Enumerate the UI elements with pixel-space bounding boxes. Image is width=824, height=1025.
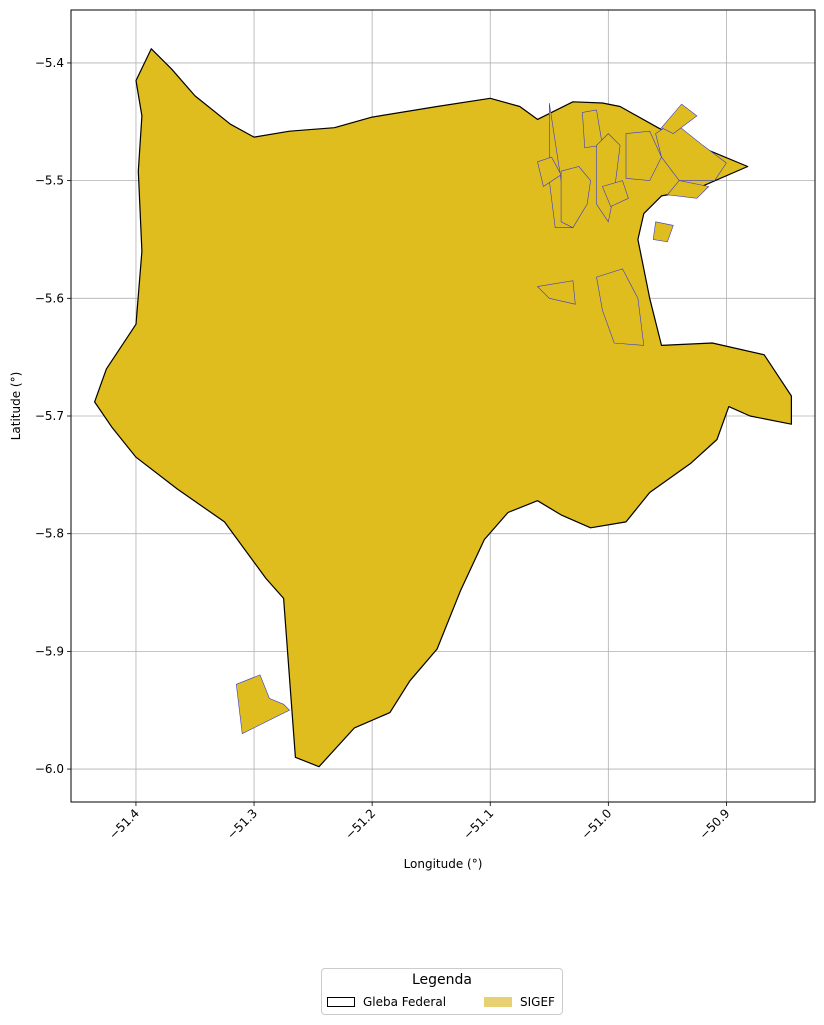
sigef-parcel xyxy=(235,674,291,735)
y-tick-label: −5.6 xyxy=(35,291,64,305)
legend-label-sigef: SIGEF xyxy=(520,995,555,1009)
x-tick-label: −51.3 xyxy=(224,806,260,842)
legend-item-sigef: SIGEF xyxy=(484,995,555,1009)
y-tick-label: −5.7 xyxy=(35,409,64,423)
sigef-parcel xyxy=(560,166,591,229)
y-tick-label: −5.8 xyxy=(35,527,64,541)
legend: Legenda Gleba Federal SIGEF xyxy=(321,968,563,1015)
sigef-parcel xyxy=(625,130,662,181)
x-axis-ticks: −51.4 −51.3 −51.2 −51.1 −51.0 −50.9 xyxy=(106,802,733,842)
x-axis-label: Longitude (°) xyxy=(404,857,483,871)
sigef-parcel xyxy=(601,180,629,207)
plot-frame xyxy=(70,9,816,803)
sigef-parcel xyxy=(596,268,645,346)
y-tick-label: −6.0 xyxy=(35,762,64,776)
x-tick-label: −51.4 xyxy=(106,806,142,842)
y-axis-ticks: −5.4 −5.5 −5.6 −5.7 −5.8 −5.9 −6.0 xyxy=(35,56,71,776)
gleba-federal-polygon xyxy=(93,48,793,768)
x-tick-label: −51.2 xyxy=(342,806,378,842)
y-axis-label: Latitude (°) xyxy=(9,372,23,441)
legend-title: Legenda xyxy=(411,972,472,988)
legend-label-gleba-federal: Gleba Federal xyxy=(363,995,447,1009)
sigef-parcel xyxy=(536,280,576,305)
sigef-parcel xyxy=(652,221,674,243)
sigef-parcel xyxy=(666,180,710,199)
legend-swatch-sigef xyxy=(484,997,512,1007)
x-tick-label: −51.0 xyxy=(579,806,615,842)
sigef-parcel xyxy=(661,103,698,134)
y-tick-label: −5.4 xyxy=(35,56,64,70)
x-tick-label: −51.1 xyxy=(460,806,496,842)
y-tick-label: −5.9 xyxy=(35,644,64,658)
legend-item-gleba-federal: Gleba Federal xyxy=(327,995,446,1009)
x-tick-label: −50.9 xyxy=(697,806,733,842)
sigef-parcel xyxy=(537,156,562,187)
y-tick-label: −5.5 xyxy=(35,174,64,188)
legend-swatch-gleba-federal xyxy=(327,997,355,1007)
map-features xyxy=(93,48,793,768)
